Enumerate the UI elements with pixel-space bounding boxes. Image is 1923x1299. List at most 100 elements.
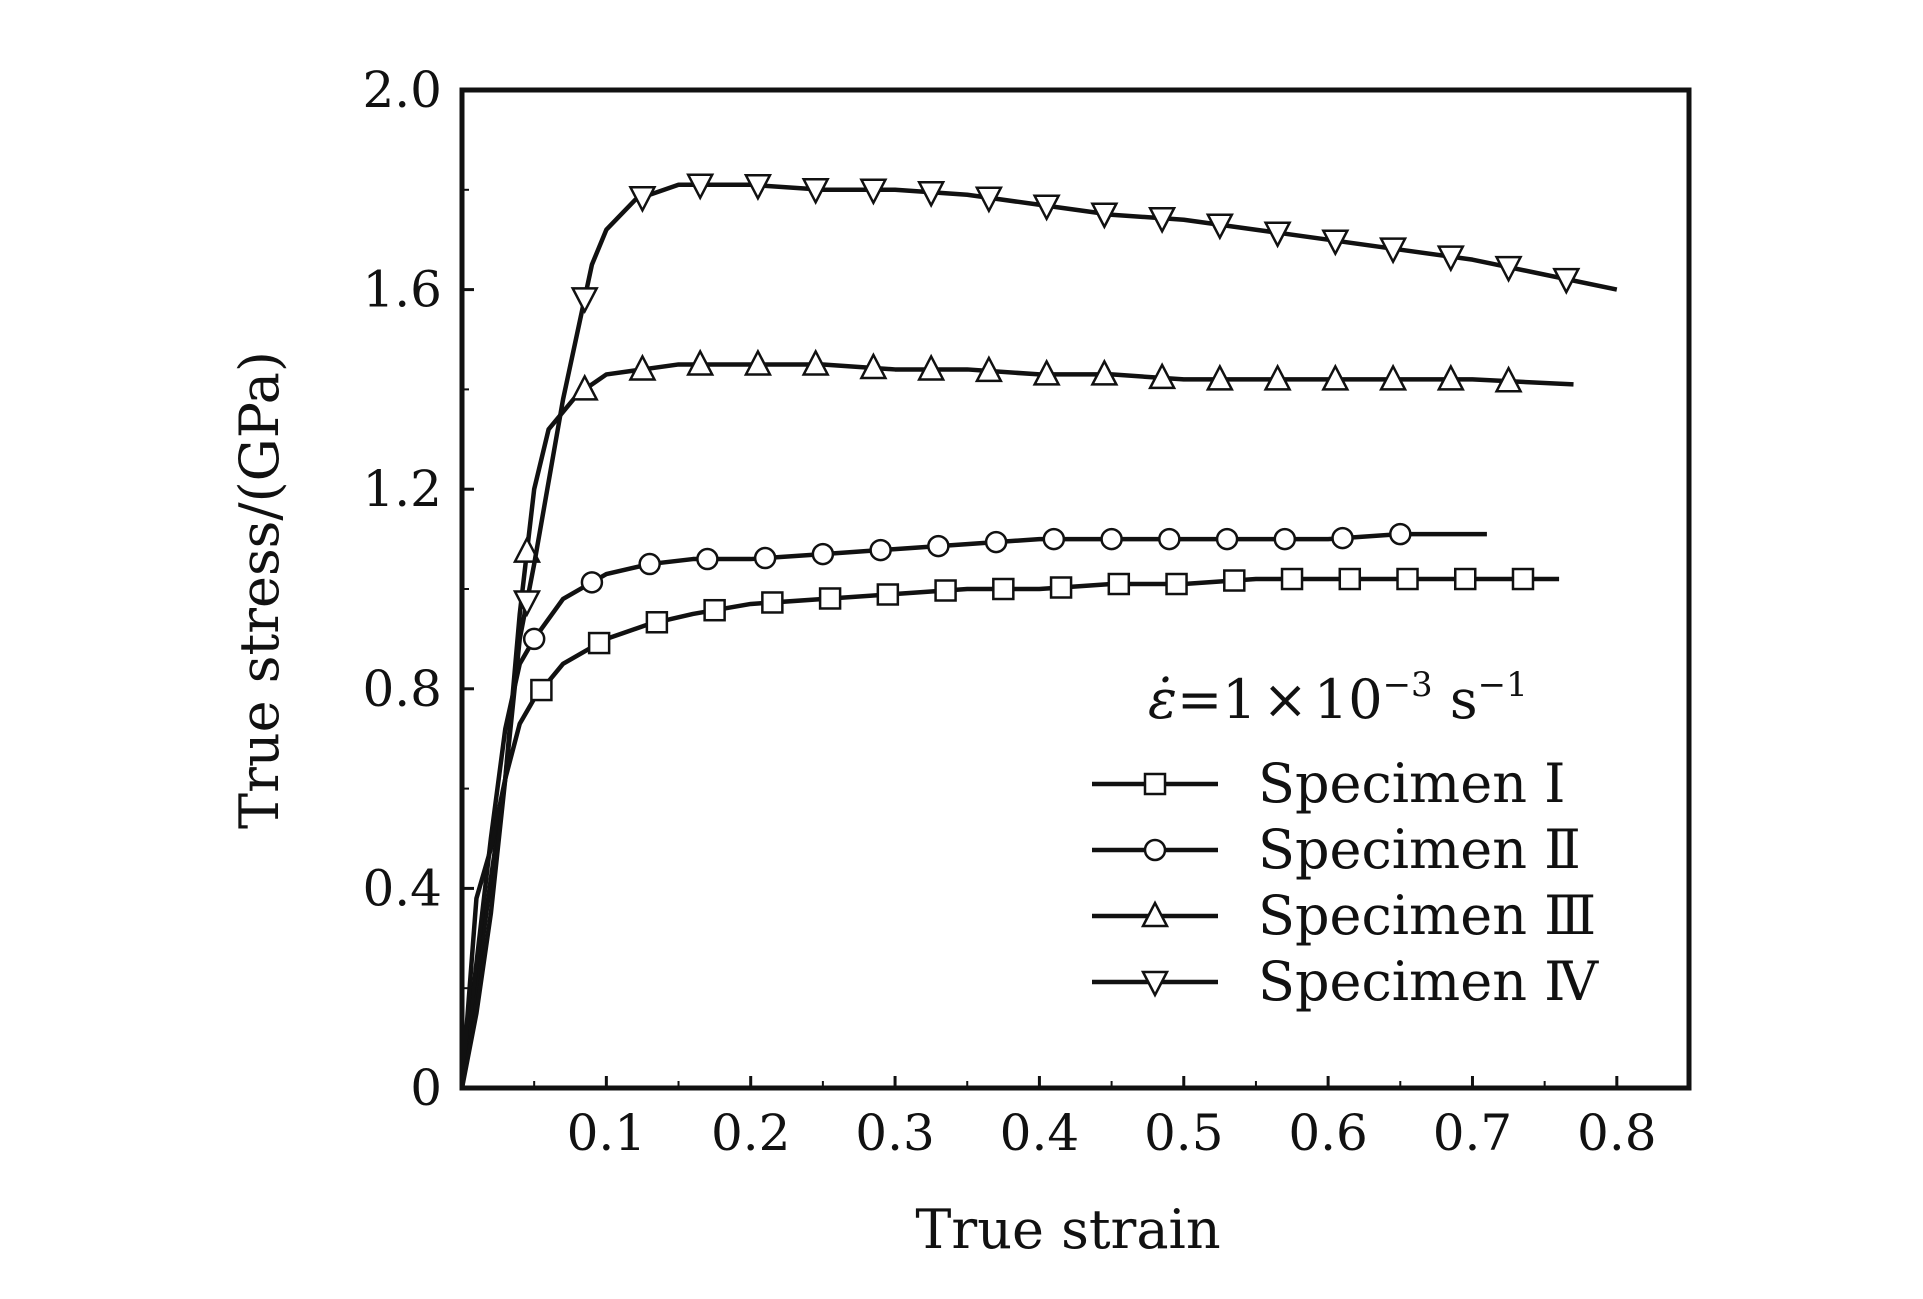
series-point (801, 178, 830, 206)
series-point (927, 534, 950, 558)
series-point (1032, 194, 1061, 222)
series-point (696, 547, 719, 571)
y-tick-label: 0.8 (362, 660, 442, 718)
series-point (753, 546, 777, 570)
series-point (1205, 213, 1234, 241)
legend-item: Specimen Ⅲ (1092, 884, 1596, 947)
legend-label: Specimen Ⅳ (1258, 950, 1599, 1013)
y-tick-label: 2.0 (362, 61, 442, 119)
series-point (818, 587, 842, 610)
rate-annotation: ε̇=1 × 10−3 s−1 (1148, 665, 1528, 731)
strain-rate-symbol: ε̇ (1148, 668, 1177, 731)
series-point (1032, 358, 1061, 386)
series-point (1321, 229, 1350, 257)
series-point (984, 530, 1008, 554)
legend-item: Specimen Ⅳ (1092, 950, 1599, 1013)
strain-rate-times: × (1263, 668, 1308, 731)
series-point (859, 352, 888, 380)
series-4 (459, 173, 1618, 1089)
series-point (1107, 572, 1131, 596)
series-point (761, 591, 784, 614)
y-tick-label: 0 (410, 1059, 442, 1117)
strain-rate-unit: s (1433, 668, 1478, 731)
legend-marker (1143, 838, 1167, 862)
series-point (522, 627, 546, 651)
series-point (1331, 526, 1354, 550)
x-axis-title: True strain (915, 1198, 1220, 1261)
x-tick-label: 0.1 (567, 1104, 647, 1162)
svg-text:ε̇=1×10−3 s−1: ε̇=1 × 10−3 s−1 (1148, 665, 1528, 731)
series-point (1090, 358, 1119, 386)
series-point (934, 579, 957, 602)
series-point (743, 174, 772, 202)
series-point (801, 348, 830, 376)
legend-label: Specimen Ⅰ (1258, 752, 1565, 815)
series-point (1454, 567, 1477, 591)
legend-item: Specimen Ⅱ (1092, 818, 1581, 881)
series-point (570, 373, 599, 401)
ticks-layer: 0.1 0.2 0.3 0.4 0.5 0.6 0.7 0.8 0 0.4 0.8 1.2 1.6 2.0 (362, 61, 1690, 1162)
legend-label: Specimen Ⅲ (1258, 884, 1596, 947)
strain-rate-exp2: −1 (1478, 665, 1528, 705)
x-tick-label: 0.7 (1433, 1104, 1513, 1162)
series-point (1396, 567, 1419, 591)
x-tick-label: 0.5 (1144, 1104, 1224, 1162)
series-point (917, 353, 946, 381)
x-tick-label: 0.3 (855, 1104, 935, 1162)
strain-rate-equals: =1 (1177, 668, 1257, 731)
series-point (686, 173, 715, 201)
series-point (974, 186, 1003, 214)
series-point (628, 186, 657, 213)
x-tick-label: 0.8 (1577, 1104, 1657, 1162)
series-point (1321, 363, 1350, 391)
series-point (1223, 569, 1246, 592)
series-point (686, 348, 715, 376)
series-point (876, 583, 900, 606)
x-tick-label: 0.2 (711, 1104, 791, 1162)
series-point (974, 355, 1003, 383)
series-point (1158, 527, 1181, 551)
series-point (869, 538, 892, 562)
legend-marker (1140, 900, 1170, 928)
y-axis-title: True stress/(GPa) (228, 351, 291, 829)
series-point (628, 353, 657, 381)
series-point (1494, 255, 1523, 283)
strain-rate-base: 10 (1314, 668, 1383, 731)
y-tick-label: 1.2 (362, 460, 442, 518)
series-point (859, 178, 888, 206)
series-point (1263, 221, 1292, 249)
series-point (530, 678, 553, 702)
series-point (1215, 527, 1239, 551)
series-point (1280, 567, 1304, 591)
series-point (703, 598, 726, 622)
series-point (1494, 365, 1523, 393)
legend-label: Specimen Ⅱ (1258, 818, 1581, 881)
series-point (1049, 576, 1073, 599)
series-point (580, 571, 604, 594)
legend-item: Specimen Ⅰ (1092, 752, 1565, 815)
series-point (512, 590, 542, 618)
series-point (1552, 267, 1581, 295)
series-point (1165, 572, 1188, 596)
series-point (1436, 245, 1465, 273)
series-point (1379, 237, 1408, 265)
series-point (1205, 363, 1234, 391)
legend-marker (1140, 970, 1170, 998)
series-point (570, 287, 599, 315)
series-1 (459, 567, 1560, 1089)
series-point (1148, 362, 1177, 390)
series-point (587, 631, 611, 655)
series-point (1379, 363, 1408, 391)
series-point (1436, 363, 1465, 391)
y-tick-label: 1.6 (362, 261, 442, 319)
series-point (1338, 567, 1362, 591)
series-point (1263, 363, 1292, 391)
series-point (1389, 522, 1412, 546)
series-point (1273, 527, 1297, 551)
series-point (1511, 567, 1535, 591)
y-tick-label: 0.4 (362, 859, 442, 917)
series-point (645, 611, 669, 634)
x-tick-label: 0.4 (1000, 1104, 1080, 1162)
